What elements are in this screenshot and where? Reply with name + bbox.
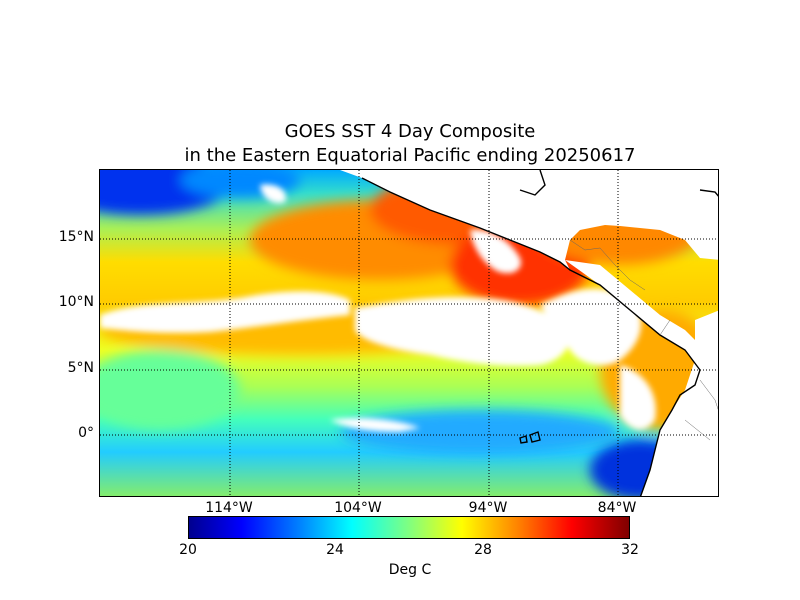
country-borders [569, 239, 718, 441]
sst-map [99, 169, 719, 497]
cloud-cover [100, 184, 656, 432]
mild-southwest-field [100, 350, 240, 430]
colorbar-tick-28: 28 [474, 542, 492, 558]
colorbar [188, 516, 630, 539]
colorbar-label: Deg C [388, 562, 432, 578]
cloud-equatorial [330, 417, 420, 432]
cuba-coastline [699, 189, 718, 197]
pacific-coastline-south [639, 369, 701, 496]
cloud-panama [540, 288, 641, 366]
lon-label-84w: 84°W [597, 500, 637, 516]
border-ecuador-peru [684, 419, 711, 441]
cloud-colombia [620, 365, 656, 430]
florida-land [675, 170, 700, 210]
lat-label-10n: 10°N [58, 294, 94, 310]
galapagos-island-2 [519, 435, 528, 444]
lat-label-0: 0° [78, 425, 94, 441]
cloud-itcz-central [355, 297, 571, 366]
graticule [100, 170, 718, 496]
map-title-line-2: in the Eastern Equatorial Pacific ending… [184, 145, 636, 166]
colorbar-tick-24: 24 [326, 542, 344, 558]
cloud-itcz-west [100, 291, 350, 333]
north-america-land [340, 170, 718, 270]
colorbar-tick-32: 32 [621, 542, 639, 558]
gulf-coastline [519, 170, 546, 196]
cool-equatorial-tongue [340, 410, 620, 454]
lon-label-114w: 114°W [205, 500, 253, 516]
sst-field [100, 170, 718, 496]
cloud-tehuantepec [470, 229, 521, 274]
border-colombia-ecuador [699, 379, 718, 410]
south-america-land [640, 310, 718, 496]
map-title-line-1: GOES SST 4 Day Composite [284, 121, 536, 142]
border-costa-rica [659, 319, 671, 336]
colorbar-tick-20: 20 [179, 542, 197, 558]
cloud-north [260, 184, 286, 204]
border-mexico-guatemala [569, 239, 616, 266]
lat-label-15n: 15°N [58, 229, 94, 245]
galapagos-island-1 [529, 431, 541, 443]
lon-label-94w: 94°W [468, 500, 508, 516]
lat-label-5n: 5°N [67, 360, 94, 376]
lon-label-104w: 104°W [334, 500, 382, 516]
border-honduras [614, 264, 646, 291]
